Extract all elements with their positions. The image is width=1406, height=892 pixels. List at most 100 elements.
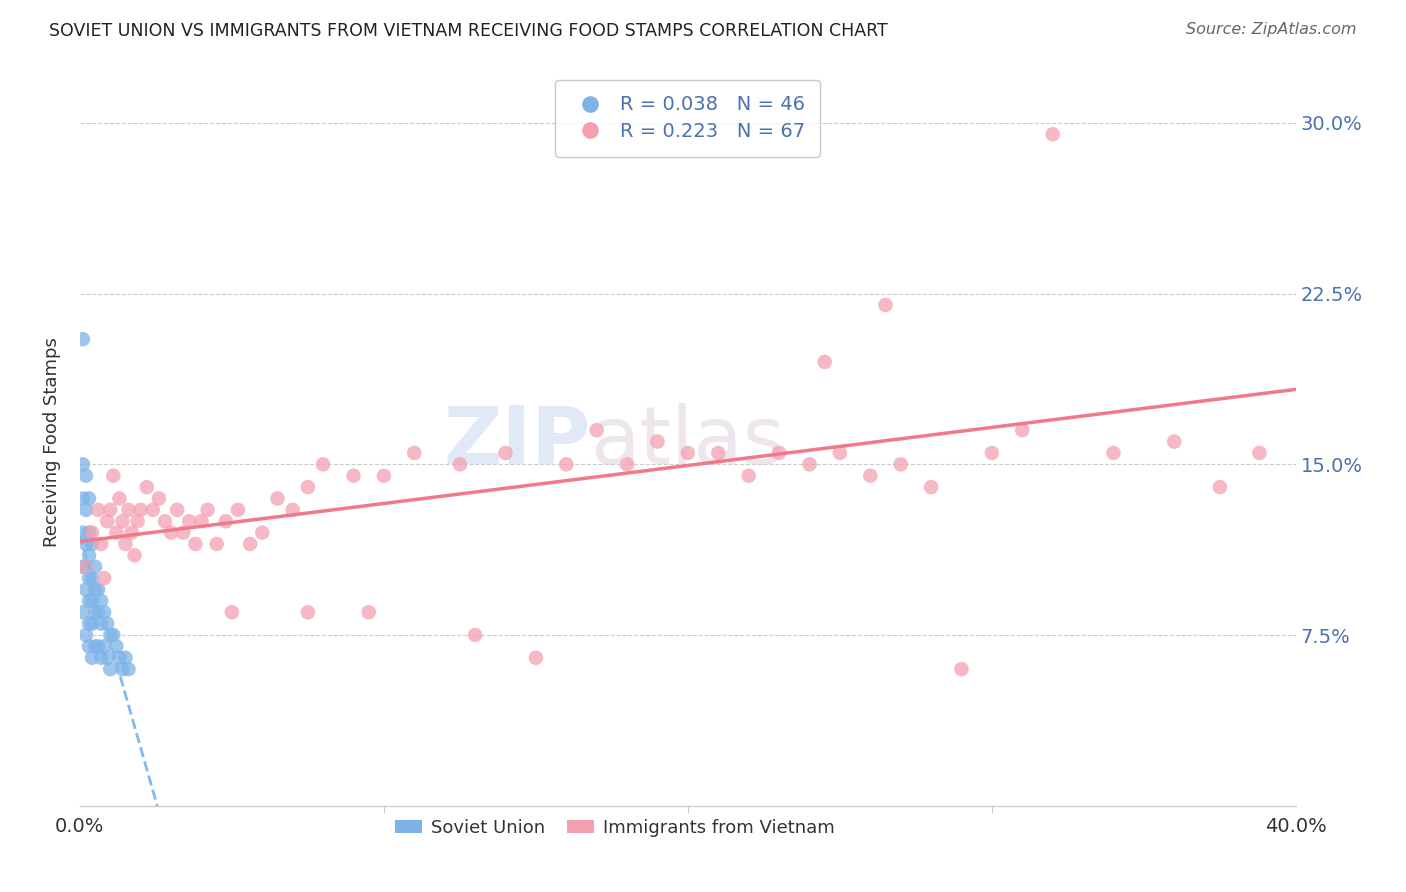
Point bbox=[1163, 434, 1185, 449]
Point bbox=[77, 491, 100, 506]
Point bbox=[75, 537, 97, 551]
Point bbox=[828, 446, 851, 460]
Point bbox=[121, 525, 143, 540]
Point bbox=[77, 525, 100, 540]
Point bbox=[75, 559, 97, 574]
Text: Source: ZipAtlas.com: Source: ZipAtlas.com bbox=[1187, 22, 1357, 37]
Point bbox=[266, 491, 288, 506]
Point bbox=[87, 640, 110, 654]
Point bbox=[72, 525, 94, 540]
Point bbox=[90, 537, 112, 551]
Text: atlas: atlas bbox=[591, 402, 785, 481]
Point bbox=[239, 537, 262, 551]
Point bbox=[1011, 423, 1033, 437]
Point bbox=[75, 628, 97, 642]
Point bbox=[72, 605, 94, 619]
Point bbox=[1209, 480, 1232, 494]
Point bbox=[190, 514, 212, 528]
Point bbox=[127, 514, 149, 528]
Point bbox=[585, 423, 607, 437]
Point bbox=[72, 458, 94, 472]
Point bbox=[166, 503, 188, 517]
Point bbox=[799, 458, 821, 472]
Point bbox=[75, 582, 97, 597]
Point bbox=[93, 605, 115, 619]
Point bbox=[890, 458, 912, 472]
Point bbox=[464, 628, 486, 642]
Point bbox=[80, 650, 103, 665]
Point bbox=[80, 616, 103, 631]
Point bbox=[80, 594, 103, 608]
Point bbox=[768, 446, 790, 460]
Point bbox=[950, 662, 973, 676]
Point bbox=[72, 559, 94, 574]
Point bbox=[84, 559, 107, 574]
Point bbox=[980, 446, 1002, 460]
Point bbox=[87, 605, 110, 619]
Point bbox=[312, 458, 335, 472]
Point bbox=[142, 503, 165, 517]
Point bbox=[1102, 446, 1125, 460]
Point bbox=[96, 514, 118, 528]
Point bbox=[297, 605, 319, 619]
Legend: Soviet Union, Immigrants from Vietnam: Soviet Union, Immigrants from Vietnam bbox=[388, 812, 842, 844]
Point bbox=[495, 446, 517, 460]
Point bbox=[111, 662, 134, 676]
Point bbox=[920, 480, 942, 494]
Point bbox=[647, 434, 669, 449]
Point bbox=[80, 537, 103, 551]
Point bbox=[129, 503, 152, 517]
Point bbox=[114, 537, 136, 551]
Point bbox=[80, 571, 103, 585]
Point bbox=[117, 503, 139, 517]
Point bbox=[676, 446, 699, 460]
Text: ZIP: ZIP bbox=[443, 402, 591, 481]
Point bbox=[524, 650, 547, 665]
Point bbox=[616, 458, 638, 472]
Point bbox=[87, 503, 110, 517]
Point bbox=[93, 640, 115, 654]
Point bbox=[1249, 446, 1271, 460]
Point bbox=[117, 662, 139, 676]
Point bbox=[205, 537, 228, 551]
Point bbox=[135, 480, 157, 494]
Point bbox=[707, 446, 730, 460]
Point bbox=[148, 491, 170, 506]
Point bbox=[84, 605, 107, 619]
Point bbox=[90, 650, 112, 665]
Point bbox=[124, 549, 146, 563]
Point bbox=[77, 616, 100, 631]
Point bbox=[84, 640, 107, 654]
Point bbox=[814, 355, 837, 369]
Point bbox=[111, 514, 134, 528]
Point bbox=[98, 503, 121, 517]
Point bbox=[172, 525, 194, 540]
Point bbox=[215, 514, 238, 528]
Point bbox=[859, 468, 882, 483]
Point bbox=[179, 514, 201, 528]
Point bbox=[96, 650, 118, 665]
Point bbox=[98, 628, 121, 642]
Point bbox=[96, 616, 118, 631]
Point bbox=[90, 594, 112, 608]
Point bbox=[252, 525, 274, 540]
Point bbox=[153, 514, 176, 528]
Point bbox=[226, 503, 249, 517]
Point bbox=[77, 594, 100, 608]
Point bbox=[342, 468, 364, 483]
Point bbox=[373, 468, 395, 483]
Point bbox=[555, 458, 578, 472]
Point bbox=[197, 503, 219, 517]
Point bbox=[357, 605, 380, 619]
Point bbox=[90, 616, 112, 631]
Point bbox=[1042, 128, 1064, 142]
Point bbox=[80, 525, 103, 540]
Point bbox=[84, 582, 107, 597]
Point bbox=[281, 503, 304, 517]
Point bbox=[297, 480, 319, 494]
Point bbox=[221, 605, 243, 619]
Point bbox=[105, 640, 128, 654]
Point bbox=[114, 650, 136, 665]
Point bbox=[103, 468, 125, 483]
Point bbox=[72, 491, 94, 506]
